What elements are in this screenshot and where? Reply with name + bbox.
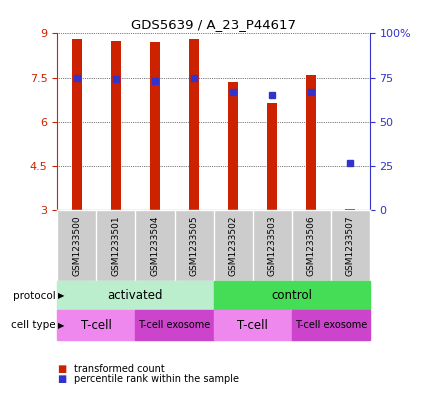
Text: T-cell: T-cell	[81, 319, 112, 332]
Bar	[72, 39, 82, 210]
Bar	[213, 310, 292, 340]
Bar	[136, 310, 213, 340]
Text: protocol: protocol	[12, 291, 55, 301]
Text: GSM1233500: GSM1233500	[72, 215, 82, 276]
Text: ■: ■	[57, 374, 67, 384]
Text: transformed count: transformed count	[74, 364, 165, 375]
Bar	[306, 75, 316, 210]
Text: GSM1233505: GSM1233505	[190, 215, 198, 276]
Bar	[228, 82, 238, 210]
Bar	[111, 41, 121, 210]
Bar	[189, 39, 199, 210]
Text: cell type: cell type	[11, 320, 55, 330]
Text: activated: activated	[108, 289, 163, 302]
Text: GSM1233504: GSM1233504	[150, 215, 159, 276]
Text: GSM1233502: GSM1233502	[229, 215, 238, 276]
Text: ▶: ▶	[58, 321, 65, 330]
Text: GSM1233507: GSM1233507	[346, 215, 355, 276]
Bar	[346, 209, 355, 210]
Bar	[57, 281, 213, 310]
Text: GSM1233506: GSM1233506	[307, 215, 316, 276]
Bar	[267, 103, 277, 210]
Text: GSM1233501: GSM1233501	[111, 215, 120, 276]
Bar	[150, 42, 160, 210]
Text: T-cell exosome: T-cell exosome	[295, 320, 367, 330]
Bar	[213, 281, 370, 310]
Bar	[57, 310, 136, 340]
Bar	[292, 310, 370, 340]
Text: control: control	[271, 289, 312, 302]
Text: percentile rank within the sample: percentile rank within the sample	[74, 374, 239, 384]
Title: GDS5639 / A_23_P44617: GDS5639 / A_23_P44617	[131, 18, 296, 31]
Text: T-cell: T-cell	[237, 319, 268, 332]
Text: GSM1233503: GSM1233503	[268, 215, 277, 276]
Text: T-cell exosome: T-cell exosome	[139, 320, 211, 330]
Text: ▶: ▶	[58, 291, 65, 300]
Text: ■: ■	[57, 364, 67, 375]
